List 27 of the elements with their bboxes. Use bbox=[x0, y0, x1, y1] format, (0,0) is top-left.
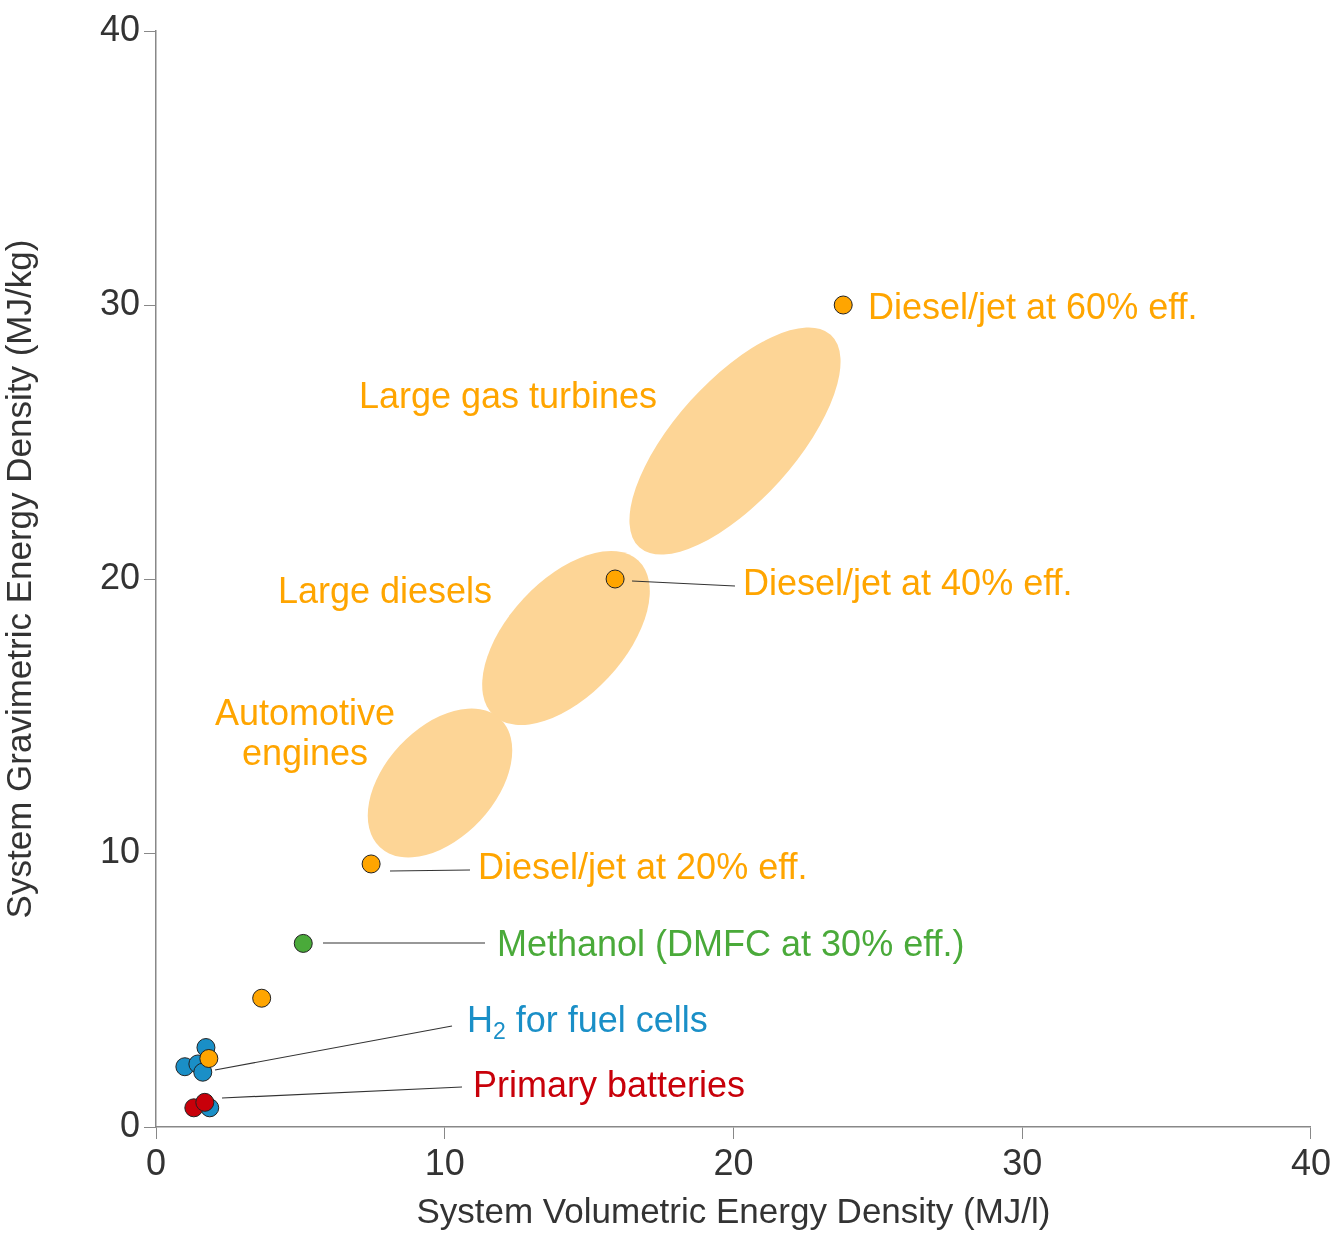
text: Primary batteries bbox=[473, 1063, 746, 1105]
point bbox=[199, 1049, 219, 1068]
y-tick-label: 20 bbox=[99, 555, 140, 597]
y-tick-label: 40 bbox=[99, 7, 140, 49]
point bbox=[252, 988, 272, 1008]
text: Methanol (DMFC at 30% eff.) bbox=[497, 922, 965, 964]
y-tick-label: 0 bbox=[119, 1103, 140, 1145]
point bbox=[605, 569, 625, 589]
point bbox=[293, 933, 313, 953]
text: Diesel/jet at 20% eff. bbox=[478, 845, 808, 887]
x-tick-label: 0 bbox=[145, 1141, 167, 1183]
point bbox=[195, 1092, 215, 1112]
annotation: Large diesels bbox=[277, 569, 493, 611]
point bbox=[361, 854, 381, 874]
annotation: Automotive engines bbox=[214, 691, 396, 773]
annotation: Large gas turbines bbox=[358, 374, 658, 416]
y-tick-label: 30 bbox=[99, 281, 140, 323]
x-axis-title: System Volumetric Energy Density (MJ/l) bbox=[416, 1190, 1051, 1230]
x-tick-label: 30 bbox=[1002, 1141, 1043, 1183]
x-tick-label: 40 bbox=[1290, 1141, 1331, 1183]
y-axis-title: System Gravimetric Energy Density (MJ/kg) bbox=[0, 239, 38, 919]
x-tick-label: 20 bbox=[713, 1141, 754, 1183]
y-tick-label: 10 bbox=[99, 829, 140, 871]
series-label: Diesel/jet at 60% eff. bbox=[868, 285, 1198, 327]
x-tick-label: 10 bbox=[424, 1141, 465, 1183]
point bbox=[833, 295, 853, 315]
text: Diesel/jet at 40% eff. bbox=[743, 561, 1073, 603]
